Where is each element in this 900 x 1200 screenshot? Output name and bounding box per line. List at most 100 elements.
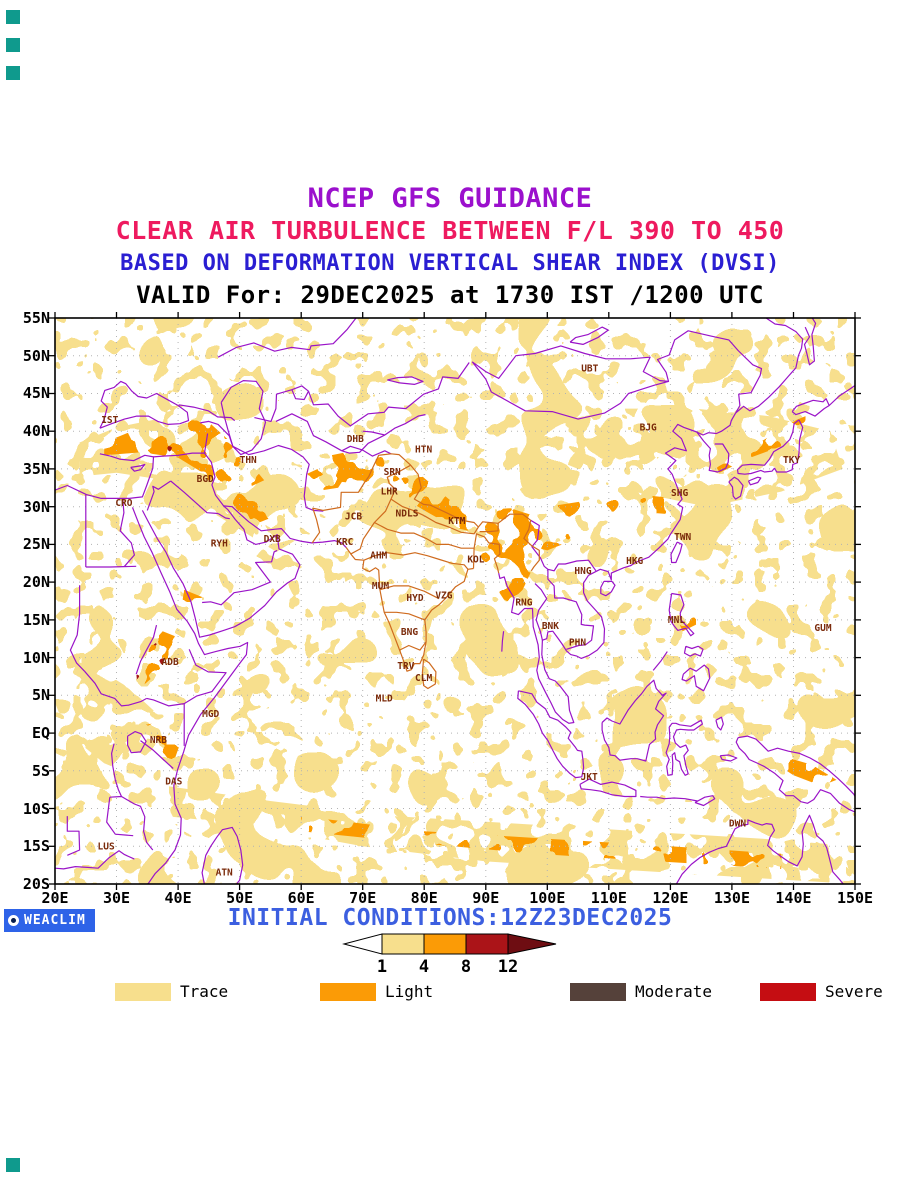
lon-tick-label: 150E: [836, 889, 874, 907]
lon-tick-label: 80E: [410, 889, 438, 907]
legend-label: Moderate: [635, 982, 713, 1001]
lon-tick-label: 50E: [226, 889, 254, 907]
station-label-AHM: AHM: [370, 551, 387, 562]
scale-segment-trace: [381, 933, 425, 955]
station-label-TKY: TKY: [783, 455, 800, 466]
lat-tick-label: 45N: [22, 384, 50, 403]
station-label-RNG: RNG: [515, 598, 532, 609]
legend-item-trace: Trace: [115, 982, 228, 1001]
station-label-MLD: MLD: [376, 693, 393, 704]
station-label-IST: IST: [101, 415, 118, 426]
title-product: NCEP GFS GUIDANCE: [307, 183, 593, 214]
station-label-KOL: KOL: [467, 555, 484, 566]
station-labels: IST THN BGD CRO RYH DXB ADB MGD NRB DAS LUS ATN DHB H…: [98, 364, 832, 879]
decorative-marker: [6, 1158, 20, 1172]
station-label-BNG: BNG: [401, 627, 418, 638]
india-region-boundaries: [311, 453, 540, 690]
lat-tick-label: 25N: [22, 535, 50, 554]
legend-swatch-severe: [760, 982, 816, 1001]
station-label-BNK: BNK: [542, 621, 559, 632]
weaclim-logo-icon: [8, 915, 19, 926]
station-label-LHR: LHR: [381, 487, 398, 498]
station-label-BJG: BJG: [640, 422, 657, 433]
decorative-marker: [6, 38, 20, 52]
station-label-GUM: GUM: [814, 623, 831, 634]
lat-tick-label: 20N: [22, 573, 50, 592]
weaclim-label: WEACLIM: [24, 913, 86, 928]
lat-tick-label: 5N: [31, 686, 50, 705]
initial-conditions-text: INITIAL CONDITIONS:12Z23DEC2025: [227, 905, 673, 931]
legend-item-severe: Severe: [760, 982, 883, 1001]
lat-tick-label: 40N: [22, 422, 50, 441]
legend-swatch-trace: [115, 982, 171, 1001]
turbulence-shading: [55, 318, 855, 884]
station-label-MNL: MNL: [668, 615, 685, 626]
lat-tick-label: 20S: [22, 875, 50, 893]
map-canvas: IST THN BGD CRO RYH DXB ADB MGD NRB DAS LUS ATN DHB H…: [49, 312, 861, 890]
lon-tick-label: 140E: [775, 889, 812, 907]
lat-tick-label: 35N: [22, 459, 50, 478]
station-label-ATN: ATN: [216, 868, 233, 879]
station-label-HYD: HYD: [406, 593, 423, 604]
lon-tick-label: 30E: [102, 889, 131, 907]
station-label-RYH: RYH: [211, 539, 228, 550]
lon-tick-label: 20E: [41, 889, 69, 907]
scale-tick-label: 8: [460, 957, 472, 977]
decorative-marker: [6, 66, 20, 80]
country-boundaries: [55, 318, 855, 884]
station-label-DAS: DAS: [165, 776, 182, 787]
station-label-TRV: TRV: [397, 661, 414, 672]
map-frame: [54, 317, 856, 885]
scale-right-arrow: [507, 933, 557, 955]
station-label-TWN: TWN: [674, 532, 691, 543]
lat-tick-label: 15N: [22, 610, 50, 629]
scale-tick-label: 4: [418, 957, 430, 977]
lon-tick-label: 60E: [287, 889, 315, 907]
station-label-DXB: DXB: [264, 534, 281, 545]
title-method: BASED ON DEFORMATION VERTICAL SHEAR INDE…: [120, 251, 780, 276]
lat-tick-label: 10S: [22, 799, 50, 818]
legend-item-moderate: Moderate: [570, 982, 712, 1001]
station-label-JKT: JKT: [581, 772, 598, 783]
lon-tick-label: 120E: [652, 889, 689, 907]
station-label-THN: THN: [240, 455, 257, 466]
lat-tick-label: 10N: [22, 648, 50, 667]
lon-tick-label: 100E: [529, 889, 566, 907]
intensity-scale-svg: [342, 933, 557, 955]
lat-tick-label: 55N: [22, 309, 50, 327]
station-label-MGD: MGD: [202, 709, 219, 720]
lat-tick-label: 50N: [22, 346, 50, 365]
lon-tick-label: 110E: [590, 889, 627, 907]
title-parameter: CLEAR AIR TURBULENCE BETWEEN F/L 390 TO …: [115, 216, 785, 245]
weaclim-badge: WEACLIM: [4, 909, 95, 932]
station-label-UBT: UBT: [581, 364, 598, 375]
station-label-ADB: ADB: [162, 657, 179, 668]
scale-tick-label: 12: [497, 957, 519, 977]
scale-segment-light: [423, 933, 467, 955]
title-valid-time: VALID For: 29DEC2025 at 1730 IST /1200 U…: [136, 281, 764, 309]
station-label-NRB: NRB: [150, 735, 167, 746]
legend-swatch-moderate: [570, 982, 626, 1001]
station-label-PHN: PHN: [569, 638, 586, 649]
station-label-CRO: CRO: [115, 498, 132, 509]
station-label-MUM: MUM: [372, 581, 389, 592]
lat-tick-label: 30N: [22, 497, 50, 516]
legend-item-light: Light: [320, 982, 433, 1001]
lat-tick-label: EQ: [31, 724, 50, 743]
scale-tick-label: 1: [376, 957, 388, 977]
legend-label: Severe: [825, 982, 883, 1001]
legend-label: Trace: [180, 982, 229, 1001]
scale-left-arrow: [342, 933, 383, 955]
lon-tick-label: 90E: [472, 889, 500, 907]
legend-label: Light: [385, 982, 434, 1001]
decorative-marker: [6, 10, 20, 24]
station-label-SRN: SRN: [384, 467, 401, 478]
station-label-JCB: JCB: [345, 512, 362, 523]
lon-tick-label: 70E: [349, 889, 377, 907]
lat-tick-label: 15S: [22, 837, 50, 856]
axis-ticks: [49, 312, 861, 890]
intensity-scale-arrow: [340, 931, 560, 957]
lat-tick-label: 5S: [31, 761, 50, 780]
turbulence-map: IST THN BGD CRO RYH DXB ADB MGD NRB DAS LUS ATN DHB H…: [49, 312, 861, 890]
